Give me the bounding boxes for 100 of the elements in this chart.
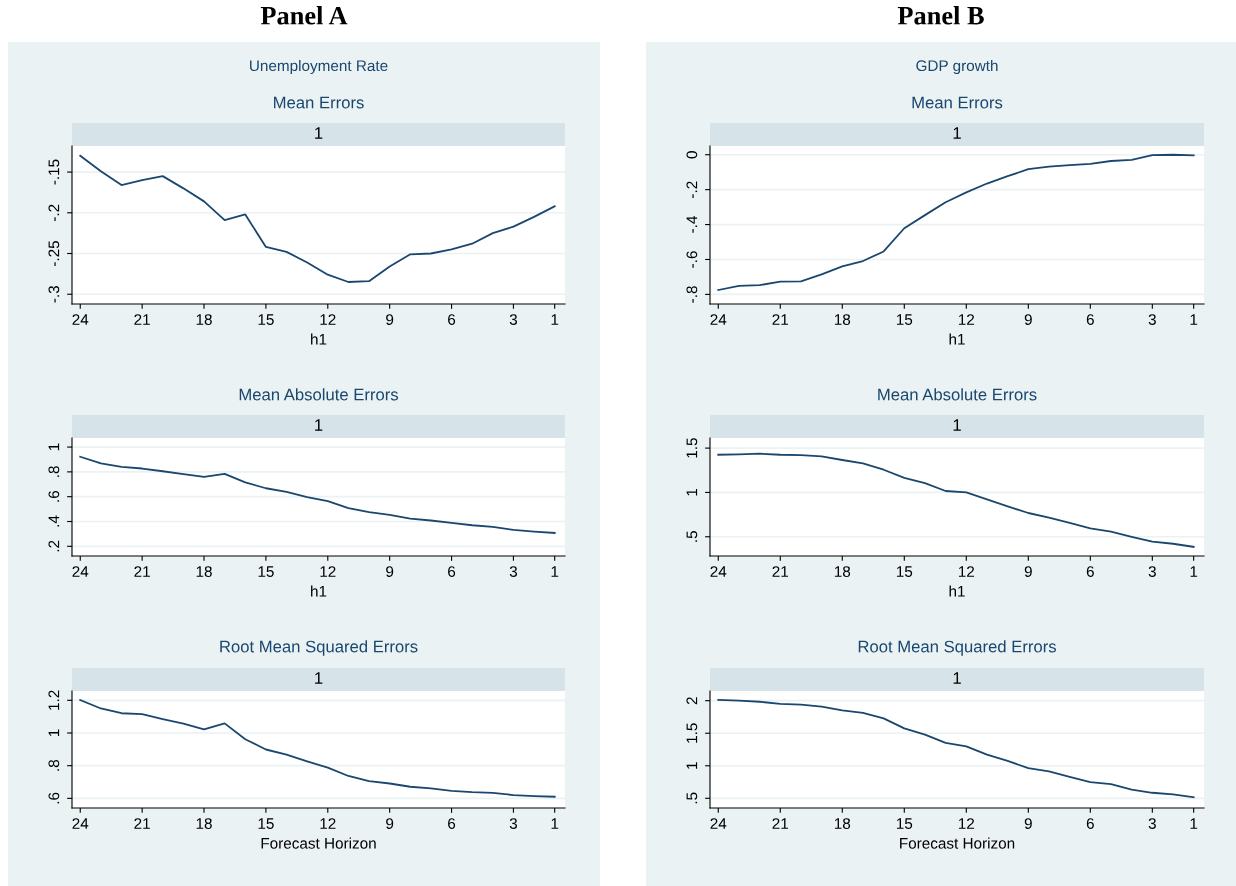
y-tick-label: 1 <box>686 488 698 496</box>
x-axis-title: h1 <box>311 585 327 597</box>
chart-title: Root Mean Squared Errors <box>220 640 418 656</box>
x-tick-label: 9 <box>1024 314 1032 325</box>
y-tick-label: .5 <box>686 792 698 804</box>
chart-title: Mean Errors <box>912 96 1003 109</box>
x-tick-label: 6 <box>1086 818 1094 829</box>
x-tick-label: 24 <box>710 314 727 325</box>
x-axis-title: h1 <box>949 585 965 597</box>
y-tick-label: 1.5 <box>686 438 698 458</box>
chart-title: Root Mean Squared Errors <box>858 640 1056 656</box>
x-tick-label: 3 <box>1148 818 1156 829</box>
x-tick-label: 18 <box>196 566 212 577</box>
x-tick-label: 24 <box>72 566 89 577</box>
y-tick-label: .5 <box>686 531 698 542</box>
x-tick-label: 12 <box>958 566 975 577</box>
x-tick-label: 9 <box>386 566 394 577</box>
x-tick-label: 15 <box>258 314 274 325</box>
x-tick-label: 15 <box>896 566 913 577</box>
y-tick-label: -.15 <box>48 159 60 185</box>
x-tick-label: 24 <box>710 818 727 829</box>
x-tick-label: 9 <box>386 818 394 829</box>
x-tick-label: 1 <box>551 566 559 577</box>
y-tick-label: 1.2 <box>48 690 60 710</box>
x-tick-label: 24 <box>72 314 89 325</box>
chart-subtitle: 1 <box>315 672 323 684</box>
x-tick-label: 9 <box>1024 566 1032 577</box>
text: Unemployment Rate <box>250 59 388 75</box>
x-tick-label: 15 <box>896 314 913 325</box>
x-tick-label: 18 <box>834 818 851 829</box>
x-tick-label: 1 <box>1190 314 1198 325</box>
y-tick-label: 1 <box>48 443 60 451</box>
x-tick-label: 21 <box>772 566 789 577</box>
chart-subtitle: 1 <box>953 419 961 431</box>
chart-title: Mean Errors <box>274 96 364 109</box>
x-tick-label: 21 <box>772 314 789 325</box>
x-tick-label: 18 <box>834 566 851 577</box>
y-tick-label: 1 <box>48 729 60 737</box>
x-tick-label: 12 <box>320 818 336 829</box>
chart-subtitle: 1 <box>315 419 323 431</box>
x-tick-label: 3 <box>509 314 518 325</box>
y-tick-label: 0 <box>686 151 698 159</box>
x-tick-label: 12 <box>958 314 975 325</box>
chart-subtitle: 1 <box>315 127 323 139</box>
x-tick-label: 9 <box>386 314 394 325</box>
line-series <box>717 153 1195 291</box>
x-tick-label: 1 <box>1190 566 1198 577</box>
x-tick-label: 24 <box>72 818 89 829</box>
y-tick-label: .8 <box>48 466 60 477</box>
y-tick-label: .4 <box>48 515 60 527</box>
x-tick-label: 15 <box>896 818 913 829</box>
text: Panel B <box>897 6 984 25</box>
text: GDP growth <box>916 59 998 75</box>
y-tick-label: .6 <box>48 490 60 502</box>
line-series <box>79 154 556 283</box>
x-tick-label: 6 <box>448 818 456 829</box>
x-tick-label: 12 <box>320 314 336 325</box>
y-tick-label: .6 <box>48 792 60 804</box>
x-tick-label: 15 <box>258 566 274 577</box>
x-tick-label: 3 <box>509 818 518 829</box>
y-tick-label: -.6 <box>686 251 698 268</box>
x-tick-label: 18 <box>834 314 851 325</box>
x-tick-label: 9 <box>1024 818 1032 829</box>
x-tick-label: 6 <box>1086 314 1094 325</box>
y-tick-label: 1.5 <box>686 723 698 743</box>
chart-subtitle: 1 <box>953 127 961 139</box>
y-tick-label: -.25 <box>48 240 60 266</box>
line-series <box>79 455 556 534</box>
x-tick-label: 12 <box>320 566 336 577</box>
x-tick-label: 1 <box>551 314 559 325</box>
chart-title: Mean Absolute Errors <box>878 388 1037 401</box>
x-tick-label: 6 <box>1086 566 1094 577</box>
x-tick-label: 18 <box>196 818 212 829</box>
x-tick-label: 12 <box>958 818 975 829</box>
x-tick-label: 6 <box>448 314 456 325</box>
line-series <box>717 699 1195 799</box>
x-tick-label: 15 <box>258 818 274 829</box>
x-tick-label: 1 <box>551 818 559 829</box>
x-axis-title: h1 <box>949 333 965 345</box>
x-axis-title: Forecast Horizon <box>900 837 1015 849</box>
x-tick-label: 18 <box>196 314 212 325</box>
text: Panel A <box>260 6 348 25</box>
y-tick-label: -.4 <box>686 216 698 233</box>
x-axis-title: h1 <box>311 333 327 345</box>
x-tick-label: 21 <box>134 818 150 829</box>
y-tick-label: -.8 <box>686 286 698 303</box>
y-tick-label: -.3 <box>48 285 60 303</box>
x-tick-label: 21 <box>772 818 789 829</box>
y-tick-label: -.2 <box>48 204 60 222</box>
x-tick-label: 3 <box>1148 314 1156 325</box>
x-tick-label: 21 <box>134 566 150 577</box>
x-tick-label: 6 <box>448 566 456 577</box>
x-tick-label: 3 <box>1148 566 1156 577</box>
y-tick-label: 2 <box>686 697 698 705</box>
line-series <box>79 699 556 798</box>
x-tick-label: 3 <box>509 566 518 577</box>
x-tick-label: 1 <box>1190 818 1198 829</box>
y-tick-label: 1 <box>686 762 698 769</box>
y-tick-label: -.2 <box>686 181 698 198</box>
chart-subtitle: 1 <box>953 672 961 684</box>
